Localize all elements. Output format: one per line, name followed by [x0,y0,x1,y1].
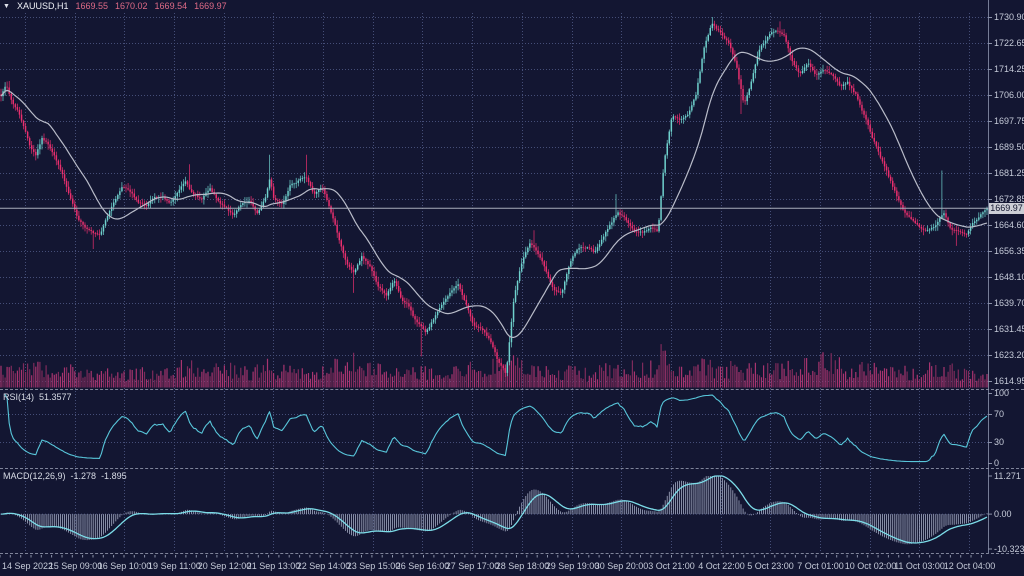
time-axis-label: 27 Sep 17:00 [445,561,500,571]
time-axis-label: 10 Oct 02:00 [844,561,897,571]
time-axis-label: 26 Sep 16:00 [395,561,450,571]
price-axis-label: 1722.65 [994,38,1024,48]
price-axis-label: 1689.50 [994,142,1024,152]
rsi-axis-label: 0 [994,458,1000,468]
time-axis-label: 12 Oct 04:00 [943,561,996,571]
macd-axis-label: -10.323 [994,544,1024,554]
macd-axis-label: 11.271 [994,471,1021,481]
price-axis-label: 1730.90 [994,12,1024,22]
time-axis-label: 15 Sep 09:00 [48,561,103,571]
time-axis-label: 28 Sep 18:00 [495,561,550,571]
macd-value-signal: -1.895 [101,471,127,481]
time-axis-label: 16 Sep 10:00 [97,561,152,571]
price-axis-label: 1614.95 [994,376,1024,386]
time-axis-label: 5 Oct 23:00 [747,561,794,571]
macd-indicator-label: MACD(12,26,9) -1.278 -1.895 [3,471,127,482]
price-axis[interactable]: 1730.90 1722.65 1714.25 1706.00 1697.75 1689.… [988,0,1024,554]
ohlc-open: 1669.55 [75,1,108,11]
price-axis-label: 1714.25 [994,64,1024,74]
time-axis-label: 11 Oct 03:00 [894,561,945,571]
moving-average-line [0,47,988,338]
time-axis-label: 7 Oct 01:00 [797,561,844,571]
time-axis-label: 30 Sep 20:00 [594,561,649,571]
rsi-axis-label: 30 [994,437,1005,447]
time-axis-label: 21 Sep 13:00 [246,561,301,571]
price-axis-label: 1664.60 [994,220,1024,230]
rsi-axis-label: 70 [994,409,1005,419]
price-axis-label: 1672.85 [994,194,1024,204]
pane-separator-bottom[interactable] [0,553,1024,556]
rsi-axis-label: 100 [994,388,1010,398]
grid-lines [0,13,988,553]
time-axis-label: 23 Sep 15:00 [346,561,401,571]
price-axis-label: 1631.45 [994,324,1024,334]
time-axis[interactable]: 14 Sep 2022 15 Sep 09:00 16 Sep 10:00 19 Se… [0,555,1024,576]
price-axis-label: 1697.75 [994,116,1024,126]
rsi-name: RSI(14) [3,392,35,402]
volume-bars [0,344,988,388]
current-price-tag: 1669.97 [989,203,1024,214]
macd-value-main: -1.278 [70,471,97,481]
price-axis-label: 1681.25 [994,168,1024,178]
time-axis-label: 20 Sep 12:00 [197,561,252,571]
symbol-label: XAUUSD,H1 [16,1,69,11]
pane-separator-macd[interactable] [0,468,1024,471]
time-axis-label: 4 Oct 22:00 [698,561,745,571]
ohlc-high: 1670.02 [115,1,148,11]
price-axis-label: 1706.00 [994,90,1024,100]
rsi-line [0,394,988,463]
ohlc-close: 1669.97 [194,1,227,11]
time-axis-label: 22 Sep 14:00 [296,561,351,571]
price-axis-label: 1656.35 [994,246,1024,256]
rsi-indicator-label: RSI(14) 51.3577 [3,392,72,403]
pane-separator-rsi[interactable] [0,389,1024,392]
rsi-value: 51.3577 [39,392,72,402]
ohlc-low: 1669.54 [154,1,188,11]
price-axis-label: 1639.70 [994,298,1024,308]
axis-ticks [0,0,992,558]
time-axis-label: 29 Sep 19:00 [545,561,600,571]
time-axis-label: 3 Oct 21:00 [648,561,695,571]
time-axis-label: 19 Sep 11:00 [148,561,201,571]
macd-name: MACD(12,26,9) [3,471,66,481]
macd-axis-label: 0.00 [994,509,1012,520]
chart-header: ▼ XAUUSD,H1 1669.55 1670.02 1669.54 1669… [3,1,227,12]
price-axis-label: 1623.20 [994,350,1024,360]
price-axis-label: 1648.10 [994,272,1024,282]
macd-plot [0,475,988,545]
symbol-dropdown-icon[interactable]: ▼ [3,3,10,10]
time-axis-label: 14 Sep 2022 [2,561,54,571]
